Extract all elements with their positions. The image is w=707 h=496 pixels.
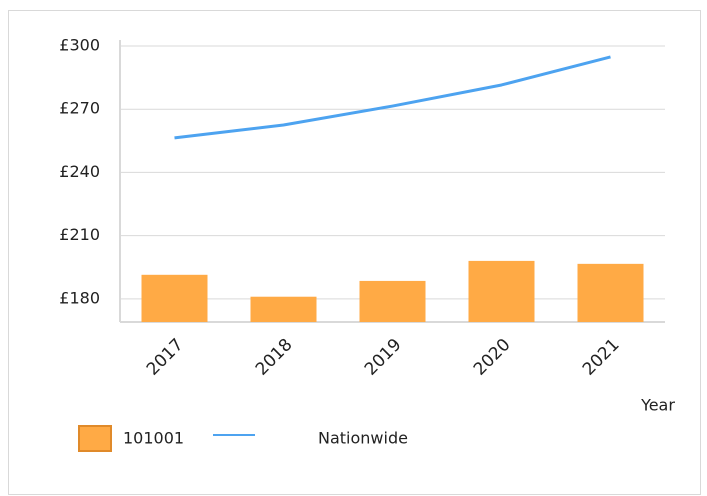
chart-border [8,10,701,495]
y-tick-label: £300 [59,36,100,55]
bar [359,280,426,322]
legend-label: 101001 [123,429,184,448]
x-tick-label: 2017 [143,335,188,380]
x-tick-label: 2018 [252,335,297,380]
line [174,55,611,140]
y-tick-label: £180 [59,288,100,307]
x-axis-label: Year [640,396,675,415]
bar [250,296,317,322]
bar [141,274,208,322]
x-tick-label: 2020 [470,335,515,380]
y-tick-label: £270 [59,99,100,118]
y-tick-label: £210 [59,225,100,244]
x-tick-label: 2021 [579,335,624,380]
legend-label: Nationwide [318,429,408,448]
x-tick-label: 2019 [361,335,406,380]
bar [468,260,535,322]
y-tick-label: £240 [59,162,100,181]
bar [577,263,644,322]
legend-swatch [78,425,112,452]
